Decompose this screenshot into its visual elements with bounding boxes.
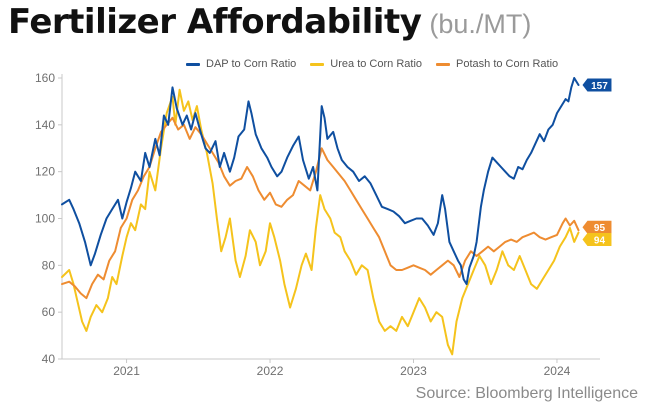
y-tick-label-60: 60	[42, 305, 56, 319]
legend-item-potash: Potash to Corn Ratio	[436, 58, 558, 70]
x-tick-label-2021: 2021	[113, 364, 140, 378]
y-tick-label-40: 40	[42, 352, 56, 366]
legend-swatch-urea	[310, 62, 325, 66]
title-unit: (bu./MT)	[429, 9, 532, 39]
legend-label-potash: Potash to Corn Ratio	[456, 58, 559, 70]
x-tick-label-2024: 2024	[544, 364, 571, 378]
legend-swatch-potash	[436, 62, 451, 66]
series-line-urea	[61, 88, 580, 356]
x-tick-label-2022: 2022	[257, 364, 284, 378]
y-tick-label-160: 160	[35, 71, 55, 85]
end-label-potash: 95	[594, 223, 606, 234]
end-label-bg-potash	[582, 220, 612, 234]
end-label-dap: 157	[591, 81, 608, 92]
legend-label-urea: Urea to Corn Ratio	[330, 58, 423, 70]
x-tick-label-2023: 2023	[400, 364, 427, 378]
y-tick-label-140: 140	[35, 118, 55, 132]
title-main: Fertilizer Affordability	[8, 2, 422, 42]
y-tick-label-100: 100	[35, 212, 55, 226]
legend-swatch-dap	[186, 62, 200, 66]
end-label-urea: 94	[594, 236, 606, 247]
y-tick-label-120: 120	[35, 165, 55, 179]
legend-label-dap: DAP to Corn Ratio	[206, 58, 297, 70]
y-tick-label-80: 80	[42, 258, 56, 272]
legend-item-dap: DAP to Corn Ratio	[186, 58, 296, 70]
chart-title: Fertilizer Affordability (bu./MT)	[8, 2, 531, 42]
legend: DAP to Corn Ratio Urea to Corn Ratio Pot…	[186, 58, 558, 70]
end-label-bg-urea	[582, 233, 612, 247]
end-label-bg-dap	[582, 78, 612, 92]
source-note: Source: Bloomberg Intelligence	[415, 385, 638, 402]
series-line-dap	[61, 77, 580, 286]
legend-item-urea: Urea to Corn Ratio	[310, 58, 422, 70]
